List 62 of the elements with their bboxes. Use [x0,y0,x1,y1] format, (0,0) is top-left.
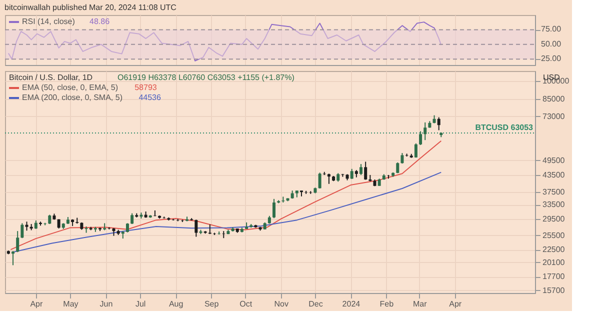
chart-title: bitcoinwallah published Mar 20, 2024 11:08 UTC [4,3,177,12]
candlestick [318,172,322,189]
candlestick [341,173,344,178]
y-tick-label: 20100 [542,258,566,267]
y-tick-label: 15700 [542,286,566,295]
x-tick-label: Mar [412,300,428,308]
chart-title: Bitcoin / U.S. Dollar, 1D [9,73,93,82]
x-tick-label: Sep [204,300,220,308]
candlestick [360,164,363,176]
y-tick-label: 17700 [542,272,566,282]
y-tick-label: 50.00 [541,39,562,48]
candlestick [424,122,427,141]
y-tick-label: 73000 [542,112,566,121]
candlestick [194,219,198,238]
candlestick [20,222,24,239]
annotation: 44536 [138,93,162,102]
candlestick [350,168,354,180]
x-tick-label: Feb [380,300,394,308]
x-tick-label: Oct [240,300,253,308]
x-tick-label: 2024 [342,300,361,308]
y-tick-label: 75.00 [541,24,562,34]
candlestick [405,153,408,158]
x-tick-label: Jun [100,300,113,308]
y-tick-label: 29500 [542,214,566,224]
line-series [12,172,442,253]
y-tick-label: 85000 [542,94,566,104]
y-tick-label: 49500 [542,156,566,165]
candlestick [16,230,20,253]
y-tick-label: 37500 [542,187,566,196]
candlestick [364,161,368,180]
x-tick-label: Dec [308,300,323,308]
candlestick [130,212,134,225]
y-tick-label: 33500 [542,200,566,210]
candlestick [222,230,226,239]
y-tick-label: 25.00 [541,54,562,64]
annotation: O61919 H63378 L60760 C63053 +1155 (+1.87%) [118,73,295,82]
candlestick [153,210,156,217]
x-tick-label: Apr [30,300,43,308]
candlestick [12,250,15,266]
candlestick [400,152,404,164]
x-tick-label: Apr [449,300,462,308]
legend-label: EMA (200, close, 0, SMA, 5) [22,93,123,102]
candlestick [272,198,276,219]
y-tick-label: 22500 [542,245,566,254]
candlestick [414,142,418,158]
annotation: 48.86 [90,17,110,26]
candlestick [419,130,422,146]
candlestick [126,222,129,233]
legend-label: RSI (14, close) [22,17,76,26]
annotation: 58793 [134,83,158,92]
candlestick [437,116,440,131]
line-series [10,140,442,250]
legend-label: EMA (50, close, 0, EMA, 5) [22,83,118,92]
candlestick [48,214,52,225]
x-tick-label: Nov [274,300,288,308]
y-tick-label: 25500 [542,230,566,240]
candlestick [327,173,330,184]
x-tick-label: Jul [135,300,146,308]
x-tick-label: May [63,300,78,308]
ref-line-label: BTCUSD 63053 [475,122,534,132]
x-tick-label: Aug [168,300,184,308]
y-tick-label: 43500 [542,170,566,180]
